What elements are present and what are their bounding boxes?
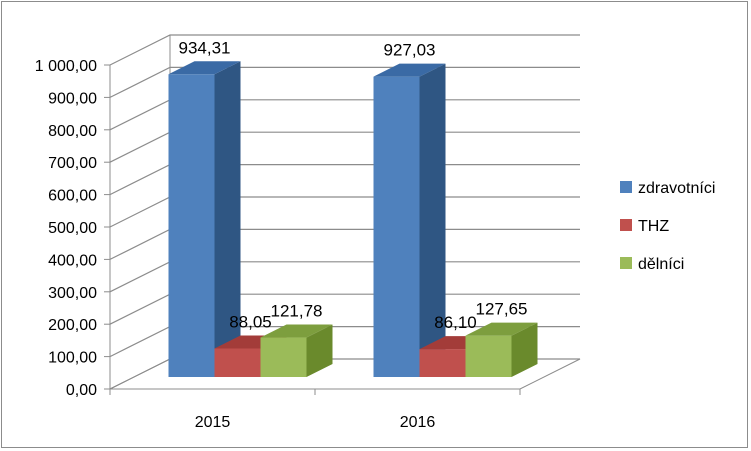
bar-front (465, 335, 512, 377)
bar-side (511, 322, 538, 377)
floor (109, 358, 581, 390)
bar-side (419, 63, 446, 378)
legend-label: zdravotníci (638, 180, 715, 197)
legend-swatch (620, 181, 632, 193)
y-tick-label: 300,00 (48, 285, 97, 302)
data-label: 927,03 (384, 41, 436, 60)
y-tick-label: 1 000,00 (35, 58, 97, 75)
data-label: 127,65 (476, 300, 528, 319)
bar-front (419, 349, 466, 377)
bar-top (168, 61, 241, 75)
legend-swatch (620, 257, 632, 269)
data-label: 88,05 (229, 312, 272, 331)
bar-top (373, 63, 446, 77)
bar-front (260, 337, 307, 377)
legend-label: THZ (638, 218, 669, 235)
bar-side (214, 61, 241, 377)
data-label: 86,10 (434, 313, 477, 332)
bar-front (168, 74, 215, 377)
y-tick-label: 900,00 (48, 90, 97, 107)
bar-top (260, 324, 333, 338)
y-tick-label: 100,00 (48, 350, 97, 367)
data-label: 121,78 (271, 302, 323, 321)
legend-swatch (620, 219, 632, 231)
bar-side (306, 324, 333, 377)
y-tick-label: 800,00 (48, 123, 97, 140)
bar-front (214, 348, 261, 377)
y-tick-label: 600,00 (48, 188, 97, 205)
y-tick-label: 0,00 (66, 382, 97, 399)
bar-front (373, 76, 420, 378)
x-tick-label: 2015 (195, 414, 231, 431)
y-tick-label: 500,00 (48, 220, 97, 237)
y-tick-label: 400,00 (48, 252, 97, 269)
x-tick-label: 2016 (400, 414, 436, 431)
bar-top (465, 322, 538, 336)
data-label: 934,31 (179, 38, 231, 57)
y-tick-label: 200,00 (48, 317, 97, 334)
legend-label: dělníci (638, 256, 684, 273)
y-tick-label: 700,00 (48, 155, 97, 172)
